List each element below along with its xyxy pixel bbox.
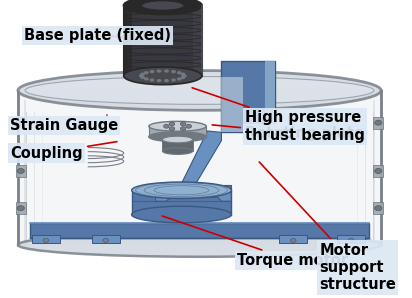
Bar — [149, 126, 206, 137]
Bar — [152, 185, 232, 193]
Circle shape — [144, 77, 149, 80]
Ellipse shape — [149, 121, 206, 131]
Circle shape — [171, 70, 176, 73]
Bar — [92, 235, 120, 243]
Circle shape — [17, 168, 24, 173]
Ellipse shape — [162, 136, 193, 143]
Text: Strain Gauge: Strain Gauge — [10, 115, 118, 133]
Circle shape — [169, 127, 175, 131]
Circle shape — [348, 238, 354, 242]
Ellipse shape — [149, 132, 206, 142]
Bar — [16, 202, 26, 214]
Circle shape — [180, 122, 186, 126]
Ellipse shape — [124, 0, 202, 14]
Polygon shape — [182, 131, 221, 187]
Circle shape — [171, 78, 176, 82]
Circle shape — [157, 69, 162, 73]
Circle shape — [182, 74, 187, 77]
Circle shape — [150, 78, 154, 82]
Text: Rotating plate: Rotating plate — [212, 125, 364, 141]
Bar — [16, 117, 26, 129]
Circle shape — [144, 71, 149, 74]
Circle shape — [103, 238, 108, 242]
Circle shape — [290, 238, 296, 242]
Bar — [279, 235, 307, 243]
Ellipse shape — [132, 206, 232, 223]
Circle shape — [186, 124, 192, 128]
Bar — [32, 235, 60, 243]
Polygon shape — [156, 192, 232, 201]
Circle shape — [17, 206, 24, 211]
Circle shape — [150, 70, 154, 73]
Ellipse shape — [18, 233, 381, 257]
Bar — [124, 6, 202, 76]
Ellipse shape — [132, 182, 232, 198]
Circle shape — [140, 72, 145, 76]
Bar — [337, 235, 365, 243]
Circle shape — [169, 122, 175, 126]
Ellipse shape — [124, 67, 202, 85]
Circle shape — [375, 168, 382, 173]
Bar — [265, 61, 275, 132]
Circle shape — [164, 124, 169, 128]
Bar — [16, 165, 26, 177]
Bar — [18, 90, 381, 245]
Bar — [373, 165, 383, 177]
Circle shape — [180, 72, 185, 76]
Text: Base plate (fixed): Base plate (fixed) — [24, 28, 171, 43]
Text: High pressure
thrust bearing: High pressure thrust bearing — [192, 88, 365, 143]
Circle shape — [375, 206, 382, 211]
Ellipse shape — [162, 148, 193, 154]
Circle shape — [164, 69, 169, 73]
Bar — [373, 117, 383, 129]
Circle shape — [140, 76, 145, 79]
Text: Motor
support
structure: Motor support structure — [259, 162, 396, 292]
Bar — [162, 139, 193, 151]
Ellipse shape — [18, 71, 381, 110]
Circle shape — [139, 74, 144, 77]
Ellipse shape — [141, 1, 184, 10]
Circle shape — [180, 127, 186, 131]
Bar — [124, 6, 133, 76]
Circle shape — [164, 79, 169, 82]
Circle shape — [180, 76, 185, 79]
Ellipse shape — [25, 77, 374, 104]
Bar — [373, 202, 383, 214]
Circle shape — [43, 238, 49, 242]
Text: Torque motor: Torque motor — [162, 216, 349, 268]
Circle shape — [177, 77, 182, 80]
Circle shape — [177, 71, 182, 74]
Bar — [221, 77, 243, 132]
Circle shape — [17, 120, 24, 125]
Bar — [30, 223, 369, 238]
Circle shape — [157, 79, 162, 82]
Bar — [193, 6, 202, 76]
Bar — [221, 61, 275, 132]
Circle shape — [375, 120, 382, 125]
Text: Coupling: Coupling — [10, 142, 117, 161]
Bar — [132, 190, 232, 215]
